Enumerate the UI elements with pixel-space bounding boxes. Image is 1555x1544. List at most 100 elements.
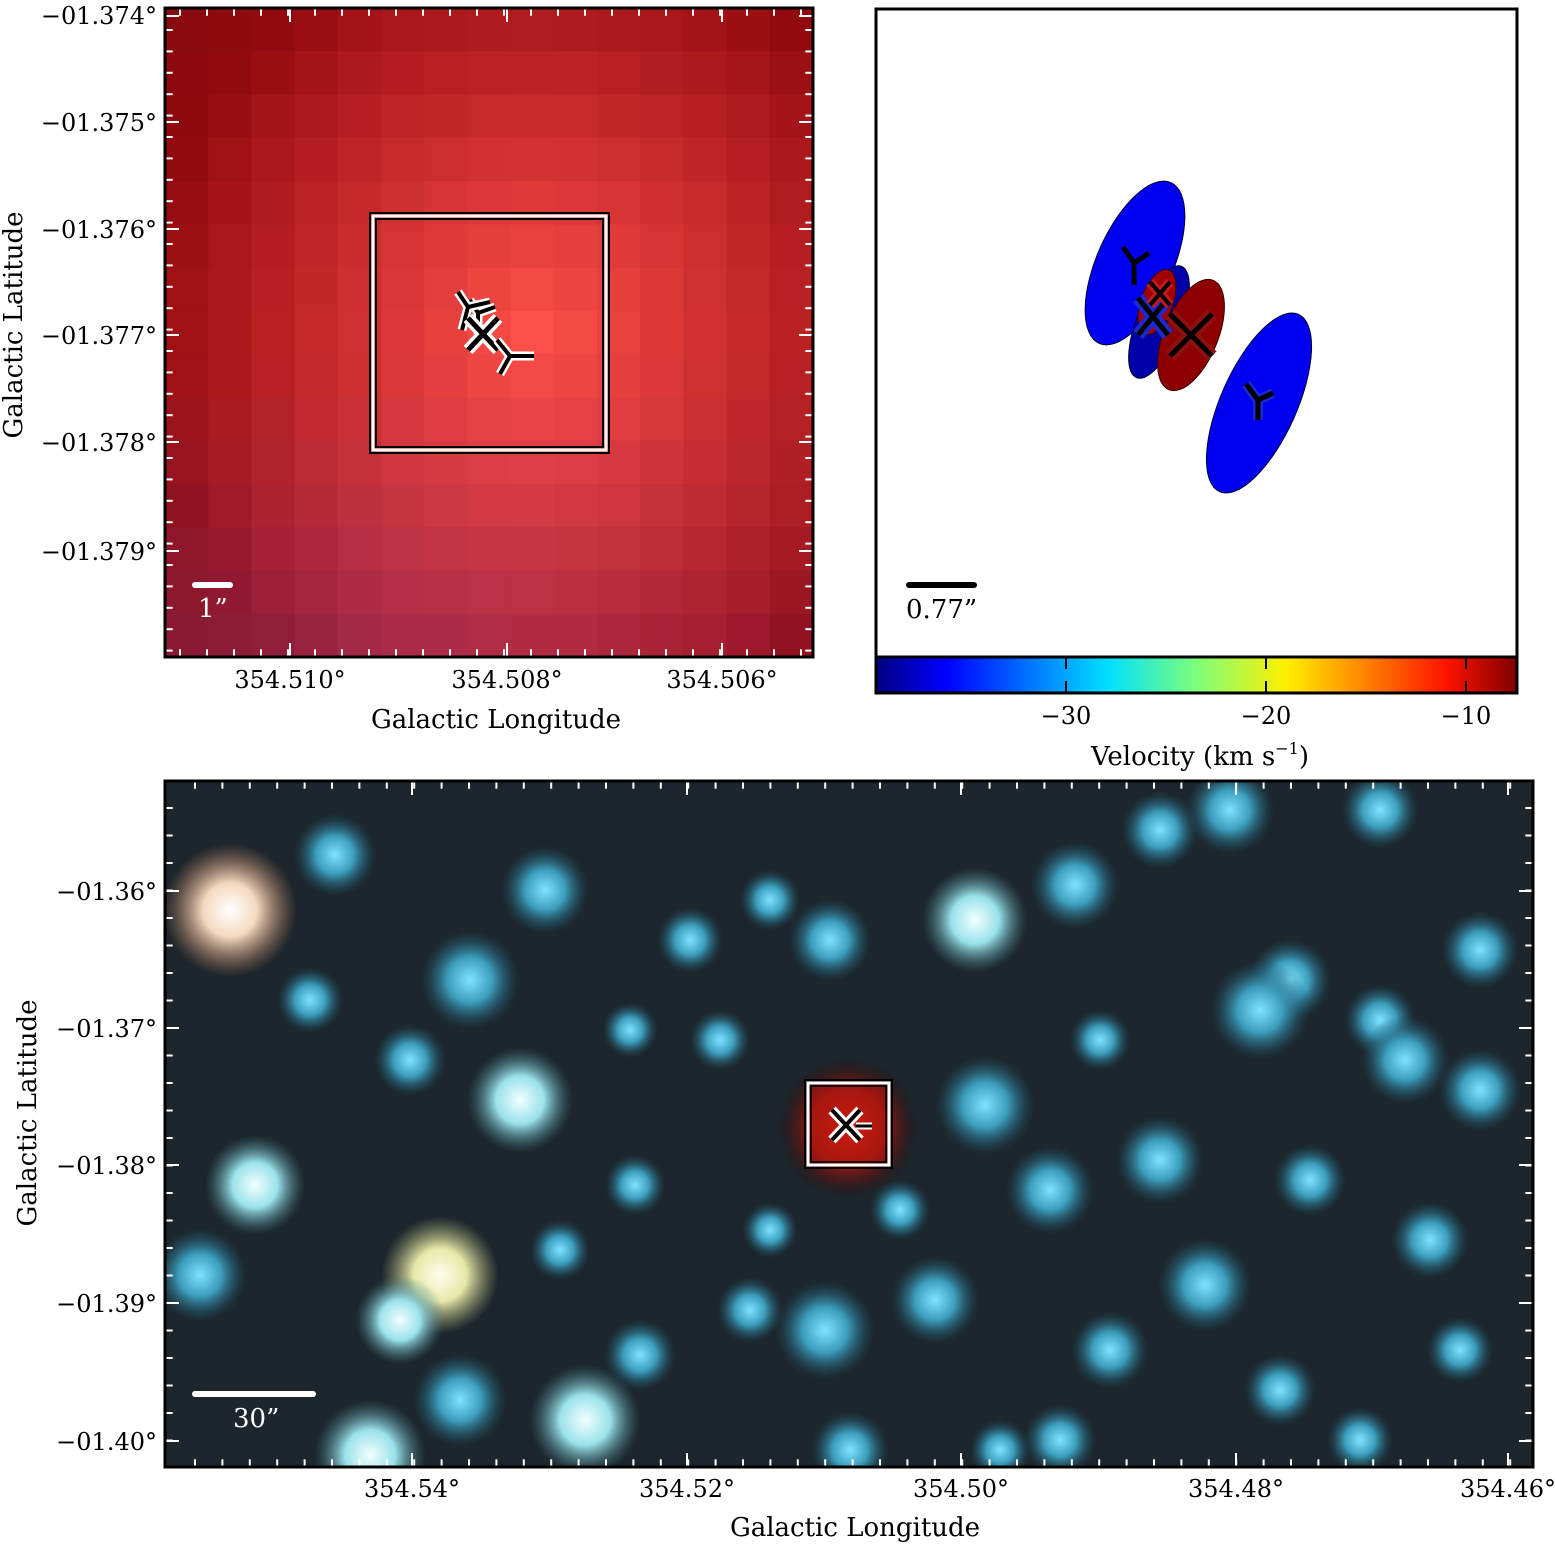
pixel	[683, 354, 728, 398]
pixel	[597, 613, 641, 657]
star-blob	[412, 1352, 508, 1448]
star-blob	[355, 1275, 445, 1365]
star-blob	[1426, 1316, 1494, 1384]
star-blob	[529, 1219, 591, 1281]
bot-y-tick-label: −01.40°	[56, 1428, 157, 1456]
bottom-axes-frame	[163, 779, 1535, 1469]
pixel	[381, 483, 425, 528]
tl-x-axis-title: Galactic Longitude	[371, 705, 621, 735]
star-blob	[529, 1364, 641, 1467]
pixel	[683, 483, 728, 528]
pixel	[381, 94, 425, 139]
pixel	[294, 94, 339, 139]
pixel	[165, 310, 209, 355]
tri-marker-2	[454, 289, 491, 332]
pixel	[510, 8, 555, 52]
star-blob	[204, 1134, 306, 1236]
pixel	[510, 94, 555, 139]
pixel	[683, 94, 728, 139]
pixel	[208, 397, 252, 442]
pixel	[597, 267, 641, 312]
pixel	[553, 613, 598, 657]
panel-top-right: 0.77” −30 −20 −10 Velocity (km s−1)	[874, 7, 1519, 772]
pixel	[208, 483, 252, 528]
top-left-inset-box-outer	[369, 212, 610, 454]
pixel	[510, 527, 555, 572]
pixel	[208, 137, 252, 182]
pixel	[208, 354, 252, 398]
pixel	[726, 51, 771, 96]
pixel	[726, 267, 771, 312]
pixel	[597, 527, 641, 572]
pixel	[381, 181, 425, 225]
pixel	[208, 8, 252, 52]
pixel	[553, 397, 598, 442]
pixel	[553, 51, 598, 96]
pixel	[553, 181, 598, 225]
pixel	[165, 354, 209, 398]
star-blob	[1005, 1145, 1095, 1235]
pixel	[467, 51, 512, 96]
pixel	[597, 51, 641, 96]
pixel	[251, 51, 296, 96]
star-blob	[656, 906, 724, 974]
bottom-image	[165, 781, 1533, 1467]
tl-y-axis-title: Galactic Latitude	[0, 212, 29, 439]
pixel	[467, 483, 512, 528]
pixel	[251, 440, 296, 485]
pixel	[294, 440, 339, 485]
pixel	[337, 613, 382, 657]
tl-x-tick-label: 354.506°	[666, 666, 777, 694]
panel-top-left: 1” −01.374° −01.375° −01.376° −01.377° −…	[0, 2, 815, 735]
star-blob	[1209, 959, 1311, 1061]
pixel	[510, 570, 555, 615]
star-blob	[890, 1255, 980, 1345]
pixel	[597, 310, 641, 355]
pixel	[381, 51, 425, 96]
pixel	[640, 137, 684, 182]
pixel	[251, 181, 296, 225]
star-blob	[742, 1202, 798, 1258]
pixel	[683, 310, 728, 355]
bot-x-tick-label: 354.48°	[1188, 1475, 1284, 1503]
pixel	[467, 181, 512, 225]
bot-y-tick-label: −01.37°	[56, 1015, 157, 1043]
pixel	[251, 94, 296, 139]
pixel	[424, 8, 468, 52]
bot-y-axis-title: Galactic Latitude	[13, 1000, 43, 1227]
pixel	[424, 137, 468, 182]
pixel	[726, 397, 771, 442]
star-blob	[1185, 781, 1275, 855]
top-left-inset-box-inner	[375, 218, 604, 448]
pixel	[597, 570, 641, 615]
pixel	[381, 397, 425, 442]
pixel	[726, 354, 771, 398]
pixel	[337, 51, 382, 96]
tl-y-tick-label: −01.375°	[41, 109, 157, 137]
pixel	[467, 527, 512, 572]
pixel	[553, 483, 598, 528]
pixel	[381, 570, 425, 615]
pixel	[553, 94, 598, 139]
pixel	[769, 224, 813, 269]
pixel	[208, 51, 252, 96]
star-blob	[1390, 1200, 1470, 1280]
pixel	[294, 224, 339, 269]
panel-bottom: 30” −01.36° −01.37° −01.38° −01.39° −01.…	[13, 779, 1555, 1543]
pixel	[769, 267, 813, 312]
pixel	[251, 224, 296, 269]
pixel	[640, 354, 684, 398]
pixel	[381, 310, 425, 355]
pixel	[337, 570, 382, 615]
top-left-inset-box-white	[371, 214, 608, 452]
star-blob	[1438, 1048, 1522, 1132]
pixel	[769, 397, 813, 442]
pixel	[294, 137, 339, 182]
pixel	[597, 137, 641, 182]
pixel	[726, 224, 771, 269]
pixel	[726, 613, 771, 657]
pixel	[640, 397, 684, 442]
pixel	[381, 354, 425, 398]
pixel	[424, 181, 468, 225]
pixel	[597, 181, 641, 225]
